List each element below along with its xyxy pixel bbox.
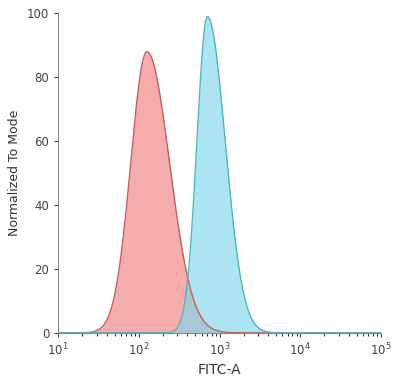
X-axis label: FITC-A: FITC-A [198,363,241,377]
Y-axis label: Normalized To Mode: Normalized To Mode [8,110,21,236]
